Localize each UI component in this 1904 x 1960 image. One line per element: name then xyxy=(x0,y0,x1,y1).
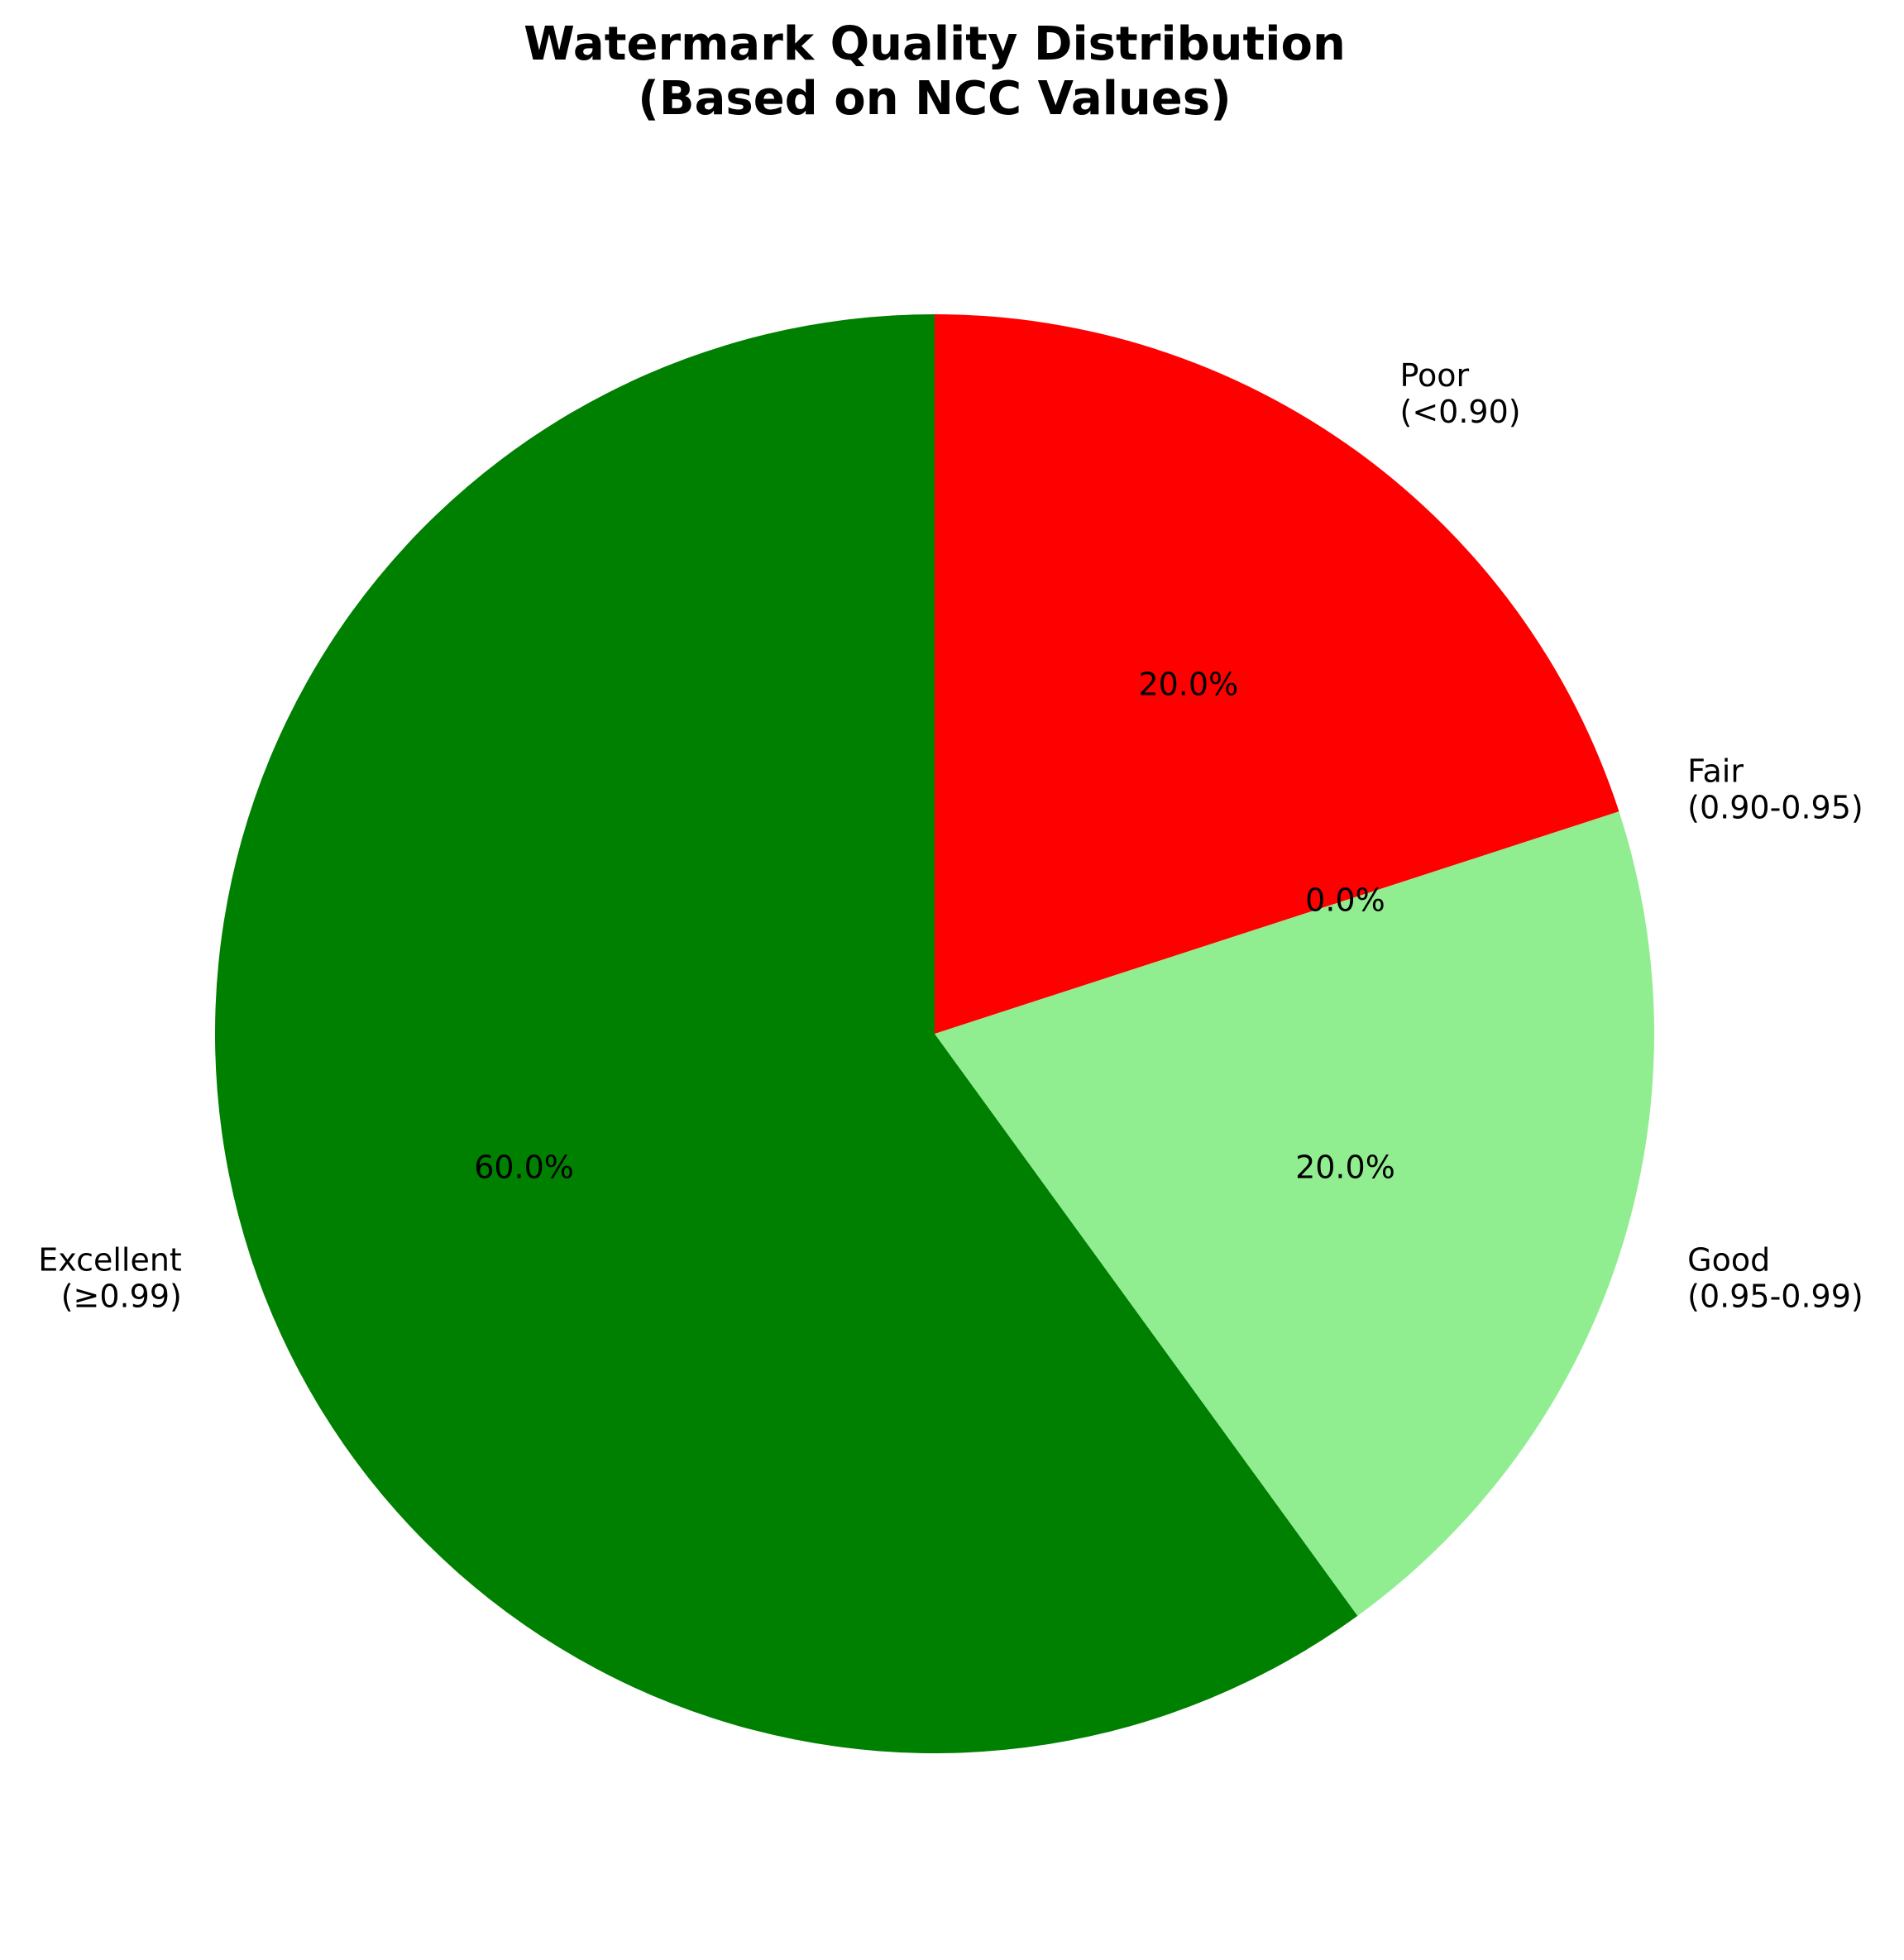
category-label-good: Good (0.95-0.99) xyxy=(1687,1242,1863,1315)
pie-slice-excellent xyxy=(214,314,1358,1753)
category-label-excellent: Excellent (≥0.99) xyxy=(38,1242,182,1315)
pct-label-good: 20.0% xyxy=(1295,1149,1395,1185)
category-label-fair: Fair (0.90-0.95) xyxy=(1687,753,1863,825)
pct-label-excellent: 60.0% xyxy=(474,1149,574,1185)
chart-subtitle: (Based on NCC Values) xyxy=(638,72,1231,126)
pct-label-fair: 0.0% xyxy=(1305,882,1385,919)
pie-slice-poor xyxy=(935,314,1619,1034)
pct-label-poor: 20.0% xyxy=(1138,667,1238,703)
chart-title: Watermark Quality Distribution xyxy=(524,17,1346,71)
pie-slice-good xyxy=(935,811,1654,1616)
category-label-poor: Poor (<0.90) xyxy=(1400,357,1521,430)
pie-slices xyxy=(214,314,1654,1753)
pie-labels: 60.0% Excellent (≥0.99) 20.0% Good (0.95-0.99… xyxy=(38,357,1863,1315)
